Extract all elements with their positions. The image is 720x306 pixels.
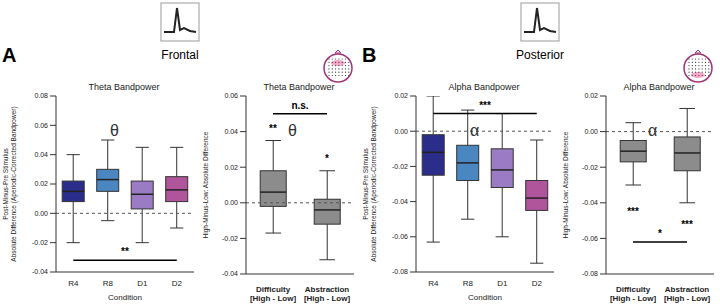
svg-text:D1: D1 [497,279,508,288]
svg-text:0.00: 0.00 [34,210,48,217]
svg-text:0.06: 0.06 [224,92,238,99]
html-text:θ: θ [288,122,297,139]
svg-text:-0.04: -0.04 [222,270,238,277]
svg-text:*: * [658,228,662,239]
html-text:θ: θ [110,122,119,139]
svg-text:R4: R4 [428,279,439,288]
svg-text:-0.08: -0.08 [392,268,408,275]
svg-text:Post-Minus-Pre StimulusAbsolut: Post-Minus-Pre StimulusAbsolute Differen… [2,106,18,261]
svg-text:0.02: 0.02 [584,92,598,99]
svg-text:-0.04: -0.04 [32,268,48,275]
html-text:Alpha Bandpower: Alpha Bandpower [448,82,520,92]
svg-text:High-Minus-Low: Absolute Diffe: High-Minus-Low: Absolute Difference [202,131,210,238]
svg-text:0.02: 0.02 [34,180,48,187]
svg-text:-0.04: -0.04 [392,198,408,205]
svg-text:-0.06: -0.06 [392,233,408,240]
svg-text:R8: R8 [463,279,474,288]
svg-text:**: ** [121,246,129,257]
svg-text:0.02: 0.02 [224,164,238,171]
svg-text:High-Minus-Low: Absolute Diffe: High-Minus-Low: Absolute Difference [562,131,570,238]
svg-text:*: * [325,153,329,164]
svg-text:0.04: 0.04 [224,128,238,135]
svg-text:Difficulty[High - Low]: Difficulty[High - Low] [610,285,657,303]
svg-text:D2: D2 [532,279,543,288]
svg-text:D2: D2 [172,279,183,288]
svg-text:0.04: 0.04 [34,151,48,158]
svg-text:-0.02: -0.02 [32,239,48,246]
svg-text:-0.02: -0.02 [582,164,598,171]
svg-text:Abstraction[High - Low]: Abstraction[High - Low] [304,285,351,303]
svg-text:0.00: 0.00 [224,199,238,206]
svg-text:-0.04: -0.04 [582,199,598,206]
svg-text:***: *** [681,219,693,230]
svg-text:D1: D1 [137,279,148,288]
svg-text:-0.06: -0.06 [582,235,598,242]
svg-text:-0.02: -0.02 [222,235,238,242]
svg-text:**: ** [269,123,277,134]
svg-text:0.00: 0.00 [584,128,598,135]
html-text:Frontal: Frontal [161,48,199,62]
svg-text:***: *** [479,100,491,111]
html-text:α: α [470,122,480,139]
svg-text:Condition: Condition [468,293,502,302]
html-text:Alpha Bandpower: Alpha Bandpower [623,82,695,92]
svg-text:R4: R4 [68,279,79,288]
html-text:Theta Bandpower: Theta Bandpower [88,82,160,92]
svg-text:0.08: 0.08 [34,92,48,99]
svg-text:-0.08: -0.08 [582,270,598,277]
html-text:Theta Bandpower: Theta Bandpower [263,82,335,92]
html-text:α: α [648,122,658,139]
svg-text:Difficulty[High - Low]: Difficulty[High - Low] [250,285,297,303]
svg-text:0.00: 0.00 [394,128,408,135]
svg-text:***: *** [627,206,639,217]
svg-text:n.s.: n.s. [291,100,308,111]
svg-text:Condition: Condition [108,293,142,302]
html-text:B: B [362,44,377,66]
svg-text:Post-Minus-Pre StimulusAbsolut: Post-Minus-Pre StimulusAbsolute Differen… [362,106,378,261]
svg-text:0.06: 0.06 [34,122,48,129]
svg-text:R8: R8 [103,279,114,288]
svg-text:-0.02: -0.02 [392,163,408,170]
svg-text:Abstraction[High - Low]: Abstraction[High - Low] [664,285,711,303]
svg-text:0.02: 0.02 [394,92,408,99]
html-text:A: A [2,44,17,66]
html-text:Posterior: Posterior [516,48,564,62]
